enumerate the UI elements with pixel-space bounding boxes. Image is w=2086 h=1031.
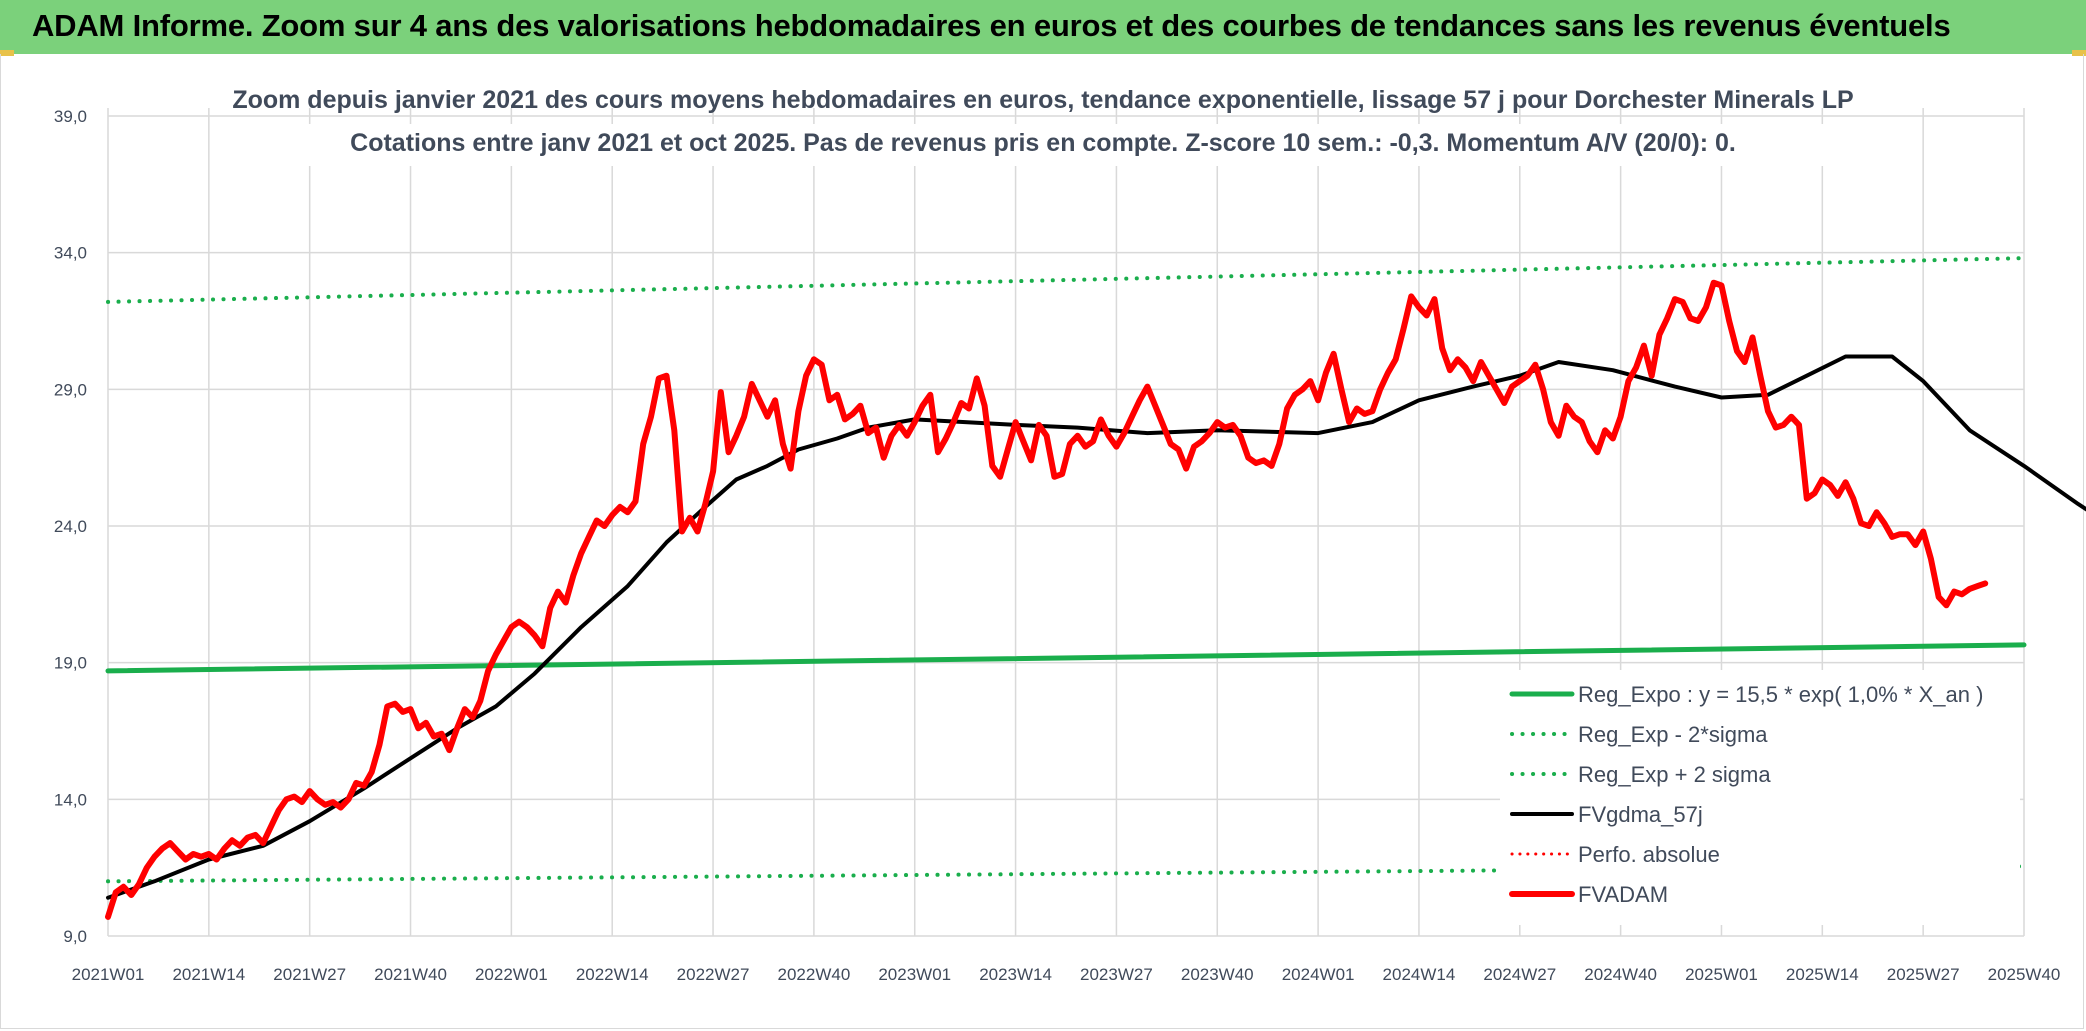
legend: Reg_Expo : y = 15,5 * exp( 1,0% * X_an )… xyxy=(1500,670,2020,925)
x-tick-label: 2024W14 xyxy=(1383,965,1456,984)
series-reg-expo-y-15-5-exp-1-0-x-an-line xyxy=(105,642,2027,674)
x-tick-label: 2023W40 xyxy=(1181,965,1254,984)
x-tick-label: 2022W40 xyxy=(778,965,851,984)
y-tick-label: 19,0 xyxy=(54,654,87,673)
x-tick-label: 2021W40 xyxy=(374,965,447,984)
header-banner: ADAM Informe. Zoom sur 4 ans des valoris… xyxy=(0,0,2086,56)
legend-label: FVADAM xyxy=(1578,882,1668,907)
y-tick-label: 9,0 xyxy=(63,927,87,946)
x-tick-label: 2023W27 xyxy=(1080,965,1153,984)
x-tick-label: 2022W01 xyxy=(475,965,548,984)
x-tick-label: 2023W01 xyxy=(878,965,951,984)
banner-accent-left xyxy=(0,50,14,56)
legend-label: Reg_Exp + 2 sigma xyxy=(1578,762,1771,787)
y-axis-ticks: 9,0 14,0 19,0 24,0 29,0 34,0 39,0 xyxy=(54,107,87,946)
y-tick-label: 39,0 xyxy=(54,107,87,126)
x-tick-label: 2025W27 xyxy=(1887,965,1960,984)
x-tick-label: 2022W27 xyxy=(677,965,750,984)
chart-title-line2: Cotations entre janv 2021 et oct 2025. P… xyxy=(350,129,1736,157)
y-tick-label: 34,0 xyxy=(54,244,87,263)
legend-label: Reg_Expo : y = 15,5 * exp( 1,0% * X_an ) xyxy=(1578,682,1983,707)
legend-label: Reg_Exp - 2*sigma xyxy=(1578,722,1768,747)
x-tick-label: 2024W01 xyxy=(1282,965,1355,984)
x-tick-label: 2025W14 xyxy=(1786,965,1859,984)
x-tick-label: 2025W01 xyxy=(1685,965,1758,984)
x-tick-label: 2024W27 xyxy=(1483,965,1556,984)
x-tick-label: 2023W14 xyxy=(979,965,1052,984)
chart-frame xyxy=(0,54,2084,1029)
series-fvadam-line xyxy=(105,279,1989,920)
series-reg-exp-2-sigma-line xyxy=(106,256,2026,304)
y-tick-label: 14,0 xyxy=(54,790,87,809)
x-axis-ticks: 2021W01 2021W14 2021W27 2021W40 2022W01 2022W… xyxy=(72,965,2061,984)
y-tick-label: 29,0 xyxy=(54,380,87,399)
chart-title-line1: Zoom depuis janvier 2021 des cours moyen… xyxy=(232,86,1853,114)
x-tick-label: 2021W14 xyxy=(172,965,245,984)
legend-box xyxy=(1500,670,2020,925)
title-backdrop xyxy=(270,124,1826,166)
x-tick-label: 2022W14 xyxy=(576,965,649,984)
y-tick-label: 24,0 xyxy=(54,517,87,536)
page-title: ADAM Informe. Zoom sur 4 ans des valoris… xyxy=(32,8,1951,43)
x-tick-label: 2024W40 xyxy=(1584,965,1657,984)
gridlines xyxy=(107,108,2025,937)
x-tick-label: 2021W27 xyxy=(273,965,346,984)
banner-accent-right xyxy=(2072,50,2086,56)
series-fvgdma-57j-line xyxy=(106,354,2086,900)
legend-label: FVgdma_57j xyxy=(1578,802,1703,827)
x-tick-label: 2021W01 xyxy=(72,965,145,984)
legend-label: Perfo. absolue xyxy=(1578,842,1720,867)
x-tick-label: 2025W40 xyxy=(1988,965,2061,984)
